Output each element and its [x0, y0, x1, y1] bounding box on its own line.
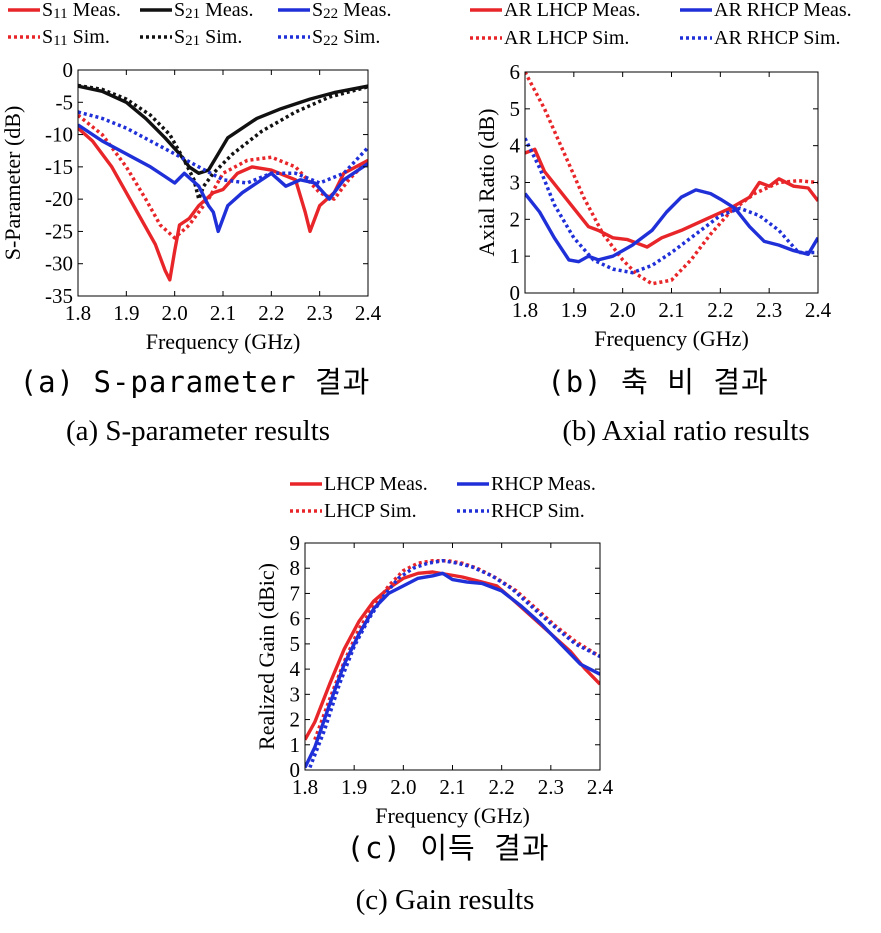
legend-label: S21 Meas.	[174, 0, 253, 22]
series-a-3	[78, 83, 368, 201]
legend-label: LHCP Meas.	[324, 473, 428, 495]
caption-english: (a) S-parameter results	[66, 415, 330, 447]
ytick-label: -10	[45, 123, 73, 147]
ytick-label: 4	[510, 134, 521, 158]
legend-label: S11 Sim.	[42, 26, 110, 49]
xtick-label: 2.3	[307, 301, 333, 325]
ytick-label: -35	[45, 284, 73, 308]
xtick-label: 2.0	[610, 298, 636, 322]
legend-label: AR RHCP Sim.	[714, 27, 841, 49]
xtick-label: 2.2	[707, 298, 733, 322]
legend-label: S22 Sim.	[312, 26, 380, 49]
ytick-label: 3	[290, 682, 301, 706]
x-axis-label: Frequency (GHz)	[375, 803, 530, 828]
ytick-label: 5	[290, 632, 301, 656]
xtick-label: 2.3	[756, 298, 782, 322]
xtick-label: 1.8	[512, 298, 538, 322]
ytick-label: -5	[56, 90, 74, 114]
ytick-label: -30	[45, 252, 73, 276]
series-b-0	[525, 147, 818, 249]
chart-a: 1.8 1.9 2.0 2.1 2.2 2.3 2.4 0 -5 -10 -15 -20 -25 -30 -…	[0, 0, 391, 447]
series-a-4	[78, 123, 368, 234]
ytick-label: 4	[290, 657, 301, 681]
legend-label: AR RHCP Meas.	[714, 0, 852, 21]
xtick-label: 2.0	[390, 775, 416, 799]
ytick-label: 6	[510, 60, 521, 84]
x-axis-label: Frequency (GHz)	[594, 326, 749, 351]
legend-label: RHCP Sim.	[491, 500, 585, 522]
ytick-label: 2	[510, 207, 521, 231]
ytick-label: 0	[510, 281, 521, 305]
xtick-label: 2.1	[439, 775, 465, 799]
series-c-1	[313, 558, 600, 741]
legend-label: LHCP Sim.	[324, 500, 417, 522]
series-b-2	[525, 188, 818, 264]
ytick-label: 1	[290, 733, 301, 757]
caption-korean: (a) S-parameter 결과	[20, 365, 371, 399]
chart-b: 1.8 1.9 2.0 2.1 2.2 2.3 2.4 0 1 2 3 4 5 6 Frequency (G…	[470, 0, 852, 447]
legend-label: S21 Sim.	[174, 26, 242, 49]
ytick-label: -15	[45, 155, 73, 179]
ytick-label: -20	[45, 187, 73, 211]
xtick-label: 2.4	[587, 775, 614, 799]
caption-english: (c) Gain results	[356, 884, 535, 916]
ytick-label: 6	[290, 607, 301, 631]
x-axis-label: Frequency (GHz)	[146, 329, 301, 354]
ytick-label: 5	[510, 97, 521, 121]
ytick-label: 9	[290, 531, 301, 555]
xtick-label: 1.9	[561, 298, 587, 322]
legend-label: AR LHCP Sim.	[504, 27, 629, 49]
xtick-label: 2.0	[162, 301, 188, 325]
xtick-label: 1.9	[341, 775, 367, 799]
xtick-label: 2.2	[489, 775, 515, 799]
ytick-label: 0	[290, 758, 301, 782]
caption-english: (b) Axial ratio results	[562, 415, 809, 447]
xtick-label: 1.8	[65, 301, 91, 325]
series-c-2	[305, 571, 600, 769]
legend-label: RHCP Meas.	[491, 473, 596, 495]
xtick-label: 2.3	[538, 775, 564, 799]
xtick-label: 1.9	[113, 301, 139, 325]
ytick-label: 8	[290, 556, 301, 580]
xtick-label: 2.4	[805, 298, 832, 322]
legend-label: S11 Meas.	[42, 0, 121, 22]
xtick-label: 2.2	[258, 301, 284, 325]
series-c-3	[308, 558, 600, 769]
series-b-3	[525, 137, 818, 275]
ytick-label: 1	[510, 244, 521, 268]
ytick-label: 7	[290, 581, 301, 605]
legend-label: S22 Meas.	[312, 0, 391, 22]
xtick-label: 2.1	[658, 298, 684, 322]
series-b-1	[525, 72, 818, 286]
y-axis-label: Realized Gain (dBic)	[254, 563, 279, 750]
xtick-label: 1.8	[292, 775, 318, 799]
xtick-label: 2.1	[210, 301, 236, 325]
xtick-label: 2.4	[355, 301, 382, 325]
ytick-label: 3	[510, 171, 521, 195]
legend-label: AR LHCP Meas.	[504, 0, 640, 21]
series-a-2	[78, 84, 368, 175]
y-axis-label: Axial Ratio (dB)	[474, 109, 499, 257]
ytick-label: 2	[290, 708, 301, 732]
caption-korean: (b) 축 비 결과	[547, 365, 768, 399]
ytick-label: 0	[63, 58, 74, 82]
y-axis-label: S-Parameter (dB)	[0, 106, 25, 261]
caption-korean: (c) 이득 결과	[346, 831, 549, 865]
ytick-label: -25	[45, 219, 73, 243]
